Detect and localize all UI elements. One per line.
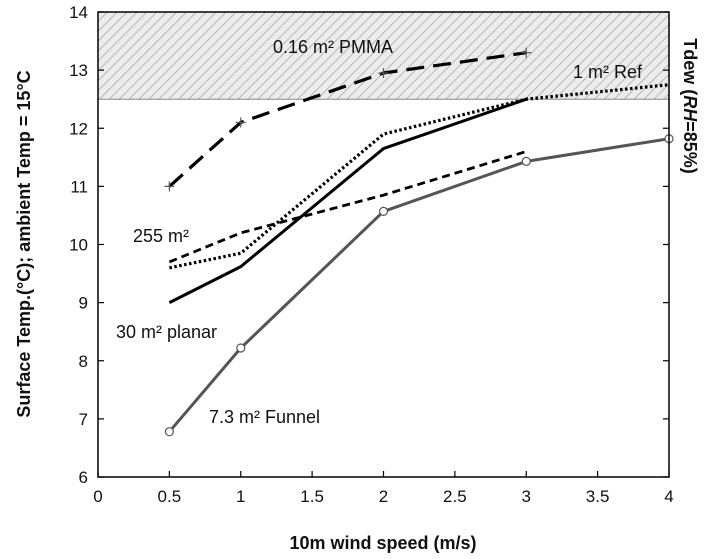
series-line-2 xyxy=(168,150,527,264)
x-axis-ticks: 0 0.5 1 1.5 2 2.5 3 3.5 4 xyxy=(93,471,674,506)
x-tick-label: 0 xyxy=(93,487,102,506)
series-line-4 xyxy=(168,137,669,433)
y-axis-title: Surface Temp.(°C); ambient Temp = 15°C xyxy=(14,70,34,417)
data-point-circle xyxy=(521,156,531,166)
data-point-plus xyxy=(235,117,246,128)
y-tick-label: 12 xyxy=(69,119,88,138)
series-line-0 xyxy=(168,51,527,188)
x-tick-label: 1.5 xyxy=(300,487,324,506)
x-tick-label: 0.5 xyxy=(158,487,182,506)
series-label-planar: 30 m² planar xyxy=(116,322,217,342)
series-line-1 xyxy=(169,83,669,270)
x-tick-label: 1 xyxy=(236,487,245,506)
x-tick-label: 3.5 xyxy=(586,487,610,506)
series-label-pmma: 0.16 m² PMMA xyxy=(273,37,393,57)
y-tick-label: 11 xyxy=(70,177,88,196)
data-point-plus xyxy=(164,181,175,192)
data-point-circle xyxy=(164,427,174,437)
y-axis-ticks: 6 7 8 9 10 11 12 13 14 xyxy=(69,3,669,487)
series-label-255: 255 m² xyxy=(133,226,189,246)
x-tick-label: 2.5 xyxy=(443,487,467,506)
y-tick-label: 13 xyxy=(69,61,88,80)
data-point-plus xyxy=(378,68,389,79)
y-tick-label: 8 xyxy=(79,352,88,371)
y-tick-label: 7 xyxy=(79,410,88,429)
y-tick-label: 9 xyxy=(79,294,88,313)
data-point-circle xyxy=(236,343,246,353)
y-tick-label: 6 xyxy=(79,468,88,487)
x-tick-label: 4 xyxy=(664,487,673,506)
shaded-band xyxy=(98,12,669,100)
marker-layer xyxy=(164,47,674,437)
series-layer xyxy=(168,51,669,433)
data-point-plus xyxy=(521,47,532,58)
x-tick-label: 3 xyxy=(522,487,531,506)
y-tick-label: 14 xyxy=(69,3,88,22)
y2-axis-title: Tdew (RH=85%) xyxy=(680,38,700,174)
data-point-circle xyxy=(378,206,389,216)
series-line-3 xyxy=(168,97,527,304)
series-label-ref: 1 m² Ref xyxy=(573,62,643,82)
x-axis-title: 10m wind speed (m/s) xyxy=(289,533,476,553)
x-tick-label: 2 xyxy=(379,487,388,506)
series-label-funnel: 7.3 m² Funnel xyxy=(209,407,320,427)
y-tick-label: 10 xyxy=(69,236,88,255)
